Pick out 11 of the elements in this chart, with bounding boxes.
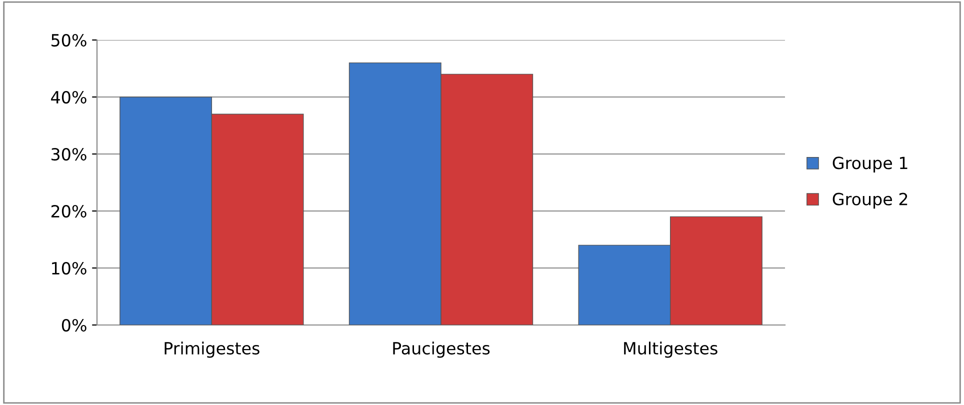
legend-label: Groupe 1 — [832, 156, 908, 172]
y-tick-label: 30% — [52, 148, 86, 161]
x-tick-label: Primigestes — [164, 342, 260, 358]
y-tick-label: 10% — [52, 262, 86, 275]
y-tick-label: 50% — [52, 34, 86, 47]
x-tick-label: Multigestes — [624, 342, 718, 358]
x-tick-label: Paucigestes — [393, 342, 490, 358]
legend-label: Groupe 2 — [832, 192, 908, 209]
y-tick-label: 0% — [62, 318, 86, 332]
y-tick-label: 20% — [51, 204, 86, 218]
y-tick-label: 40% — [51, 90, 86, 104]
